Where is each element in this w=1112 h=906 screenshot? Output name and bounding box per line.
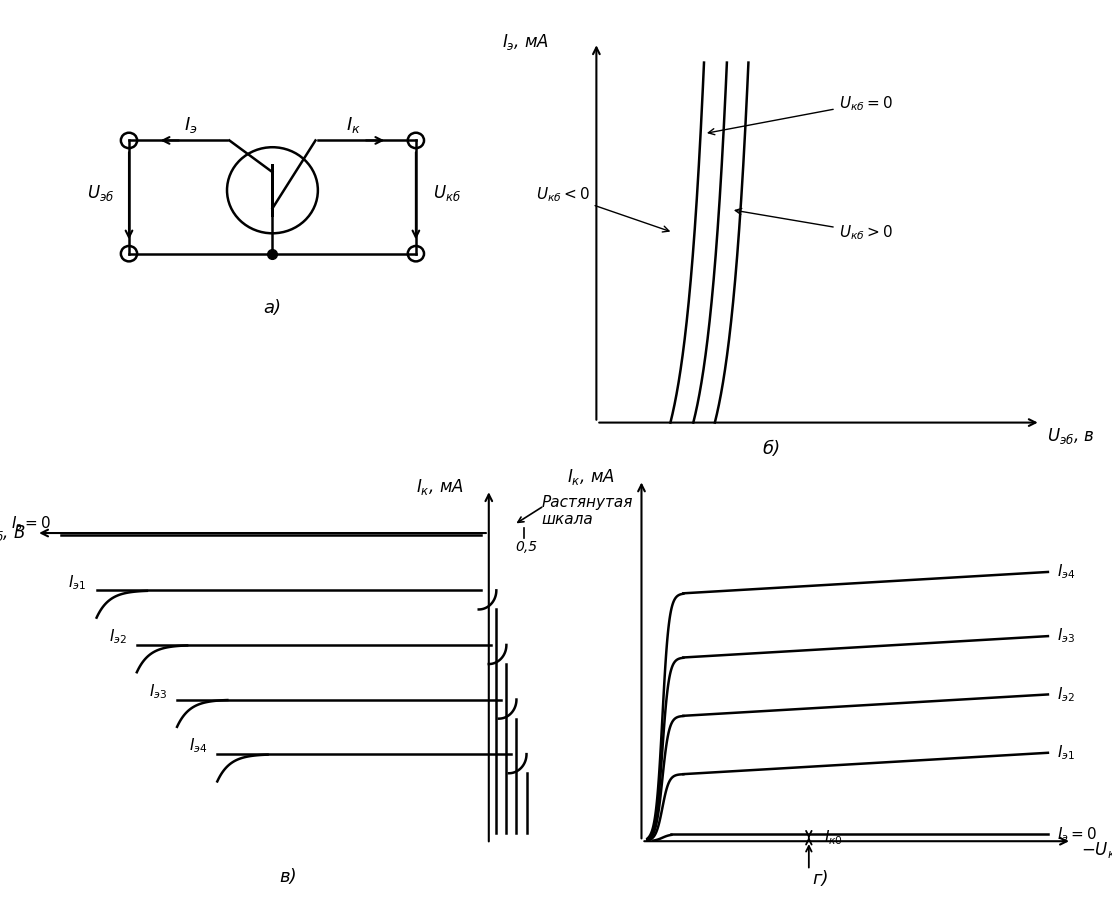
Text: $I_{к0}$: $I_{к0}$ <box>824 828 843 847</box>
Text: $U_{эб}$: $U_{эб}$ <box>87 182 113 203</box>
Text: в): в) <box>279 868 297 886</box>
Text: б): б) <box>763 440 781 458</box>
Text: 0,5: 0,5 <box>516 540 537 554</box>
Text: $I_{э4}$: $I_{э4}$ <box>1056 563 1075 582</box>
Text: $I_э=0$: $I_э=0$ <box>11 515 51 533</box>
Text: $I_э$, мА: $I_э$, мА <box>503 33 549 53</box>
Text: $U_{эб}$, в: $U_{эб}$, в <box>1048 426 1095 447</box>
Text: $I_э$: $I_э$ <box>185 114 198 135</box>
Text: $U_{кб}<0$: $U_{кб}<0$ <box>536 185 669 232</box>
Text: $I_{э1}$: $I_{э1}$ <box>1056 744 1075 762</box>
Text: г): г) <box>813 870 830 888</box>
Text: $I_{э4}$: $I_{э4}$ <box>189 737 207 756</box>
Text: $-U_{кб}$, В: $-U_{кб}$, В <box>1081 840 1112 860</box>
Text: $I_{э2}$: $I_{э2}$ <box>109 628 127 646</box>
Text: $I_к$, мА: $I_к$, мА <box>567 467 615 487</box>
Text: $I_к$: $I_к$ <box>346 114 361 135</box>
Text: $I_э=0$: $I_э=0$ <box>1056 824 1098 843</box>
Text: $I_{э2}$: $I_{э2}$ <box>1056 685 1075 704</box>
Text: $-U_{кб}$, В: $-U_{кб}$, В <box>0 523 27 543</box>
Text: а): а) <box>264 299 281 317</box>
Text: $I_{э1}$: $I_{э1}$ <box>69 573 87 592</box>
Text: $U_{кб}$: $U_{кб}$ <box>433 182 461 203</box>
Text: $I_{э3}$: $I_{э3}$ <box>149 682 167 700</box>
Text: $U_{кб}=0$: $U_{кб}=0$ <box>708 94 893 135</box>
Text: Растянутая
шкала: Растянутая шкала <box>542 495 633 527</box>
Text: $U_{кб}>0$: $U_{кб}>0$ <box>735 208 893 242</box>
Text: $I_к$, мА: $I_к$, мА <box>416 477 464 496</box>
Text: $I_{э3}$: $I_{э3}$ <box>1056 627 1075 645</box>
